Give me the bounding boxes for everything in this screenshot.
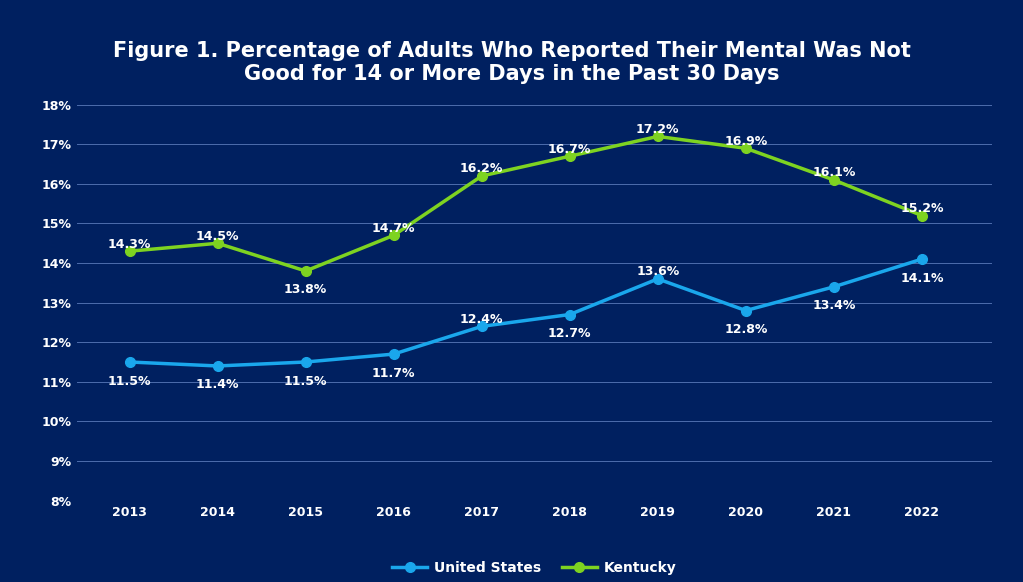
United States — [828, 283, 840, 290]
Kentucky — [828, 176, 840, 183]
Text: 14.3%: 14.3% — [107, 237, 151, 251]
Kentucky — [124, 248, 136, 255]
Text: 16.2%: 16.2% — [460, 162, 503, 175]
Kentucky — [740, 145, 752, 152]
Line: United States: United States — [125, 254, 927, 371]
Text: 11.7%: 11.7% — [372, 367, 415, 379]
Text: 15.2%: 15.2% — [900, 202, 943, 215]
United States — [124, 359, 136, 365]
Text: 16.9%: 16.9% — [724, 134, 767, 148]
Text: 11.5%: 11.5% — [283, 374, 327, 388]
Kentucky — [916, 212, 928, 219]
Kentucky — [388, 232, 400, 239]
Legend: United States, Kentucky: United States, Kentucky — [387, 556, 682, 581]
Text: 13.8%: 13.8% — [284, 283, 327, 296]
Kentucky — [212, 240, 224, 247]
United States — [300, 359, 312, 365]
Kentucky — [564, 152, 576, 159]
United States — [476, 323, 488, 330]
United States — [740, 307, 752, 314]
Kentucky — [652, 133, 664, 140]
Text: 11.5%: 11.5% — [107, 374, 151, 388]
Text: 11.4%: 11.4% — [195, 378, 239, 392]
Text: 13.6%: 13.6% — [636, 265, 679, 278]
Kentucky — [300, 268, 312, 275]
Text: 14.7%: 14.7% — [372, 222, 415, 235]
Text: 12.4%: 12.4% — [460, 313, 503, 326]
Text: 16.7%: 16.7% — [548, 143, 591, 155]
United States — [916, 255, 928, 262]
United States — [652, 275, 664, 282]
Text: 14.1%: 14.1% — [900, 272, 943, 285]
United States — [388, 350, 400, 357]
Text: 13.4%: 13.4% — [812, 299, 855, 313]
Text: 12.7%: 12.7% — [548, 327, 591, 340]
United States — [212, 363, 224, 370]
Text: 16.1%: 16.1% — [812, 166, 855, 179]
Line: Kentucky: Kentucky — [125, 132, 927, 276]
Text: 14.5%: 14.5% — [195, 230, 239, 243]
Text: Figure 1. Percentage of Adults Who Reported Their Mental Was Not
Good for 14 or : Figure 1. Percentage of Adults Who Repor… — [113, 41, 910, 84]
Text: 12.8%: 12.8% — [724, 323, 767, 336]
Kentucky — [476, 172, 488, 179]
Text: 17.2%: 17.2% — [636, 123, 679, 136]
United States — [564, 311, 576, 318]
